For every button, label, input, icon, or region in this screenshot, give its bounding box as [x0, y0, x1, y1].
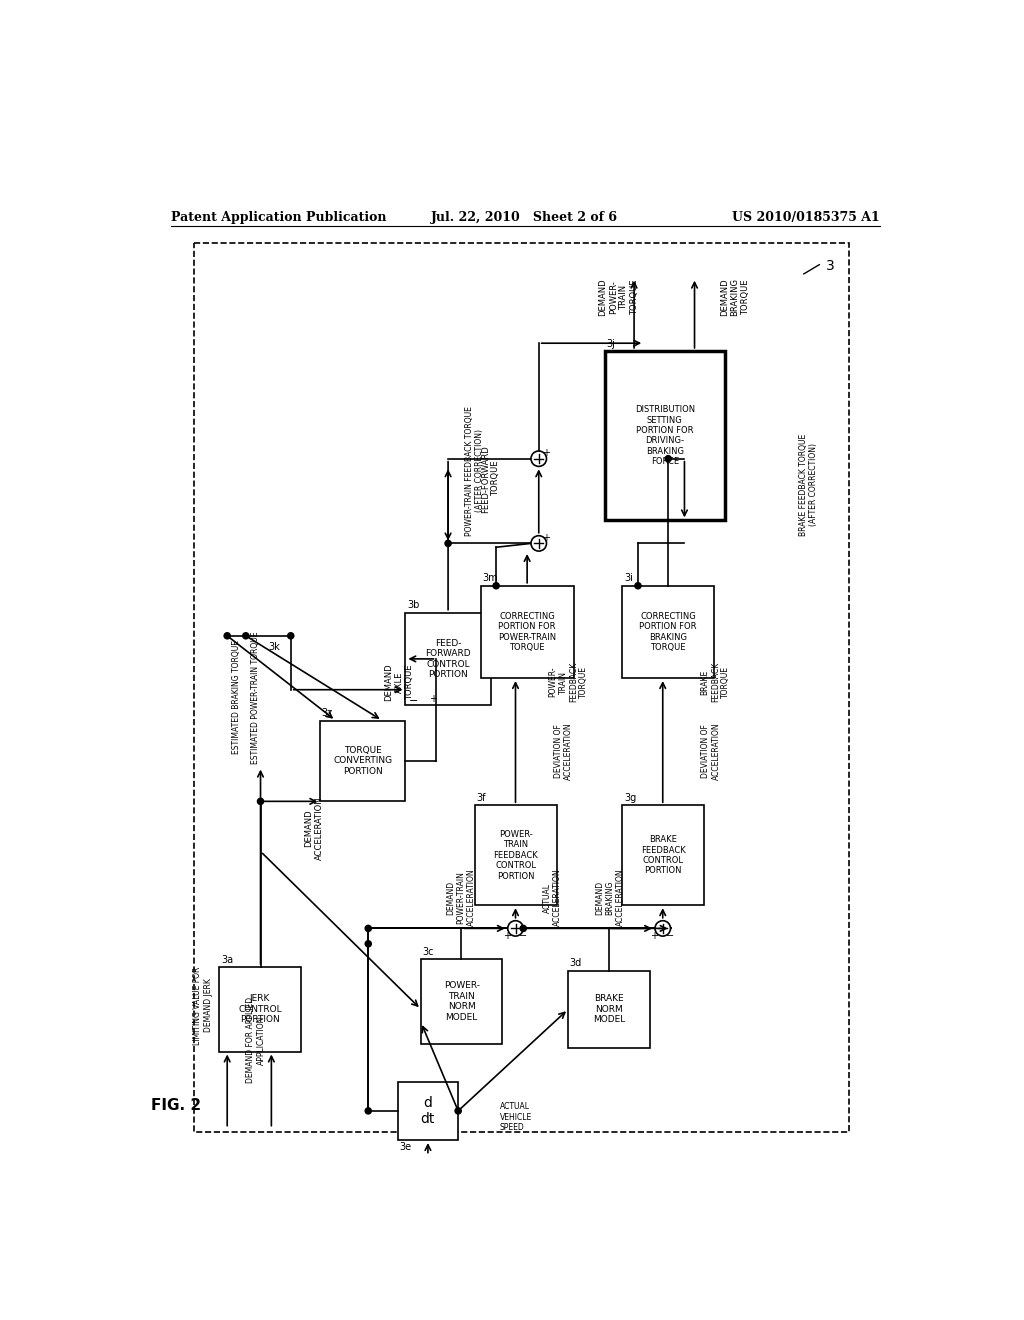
- Text: Jul. 22, 2010   Sheet 2 of 6: Jul. 22, 2010 Sheet 2 of 6: [431, 211, 618, 224]
- Circle shape: [455, 1107, 461, 1114]
- Text: 3g: 3g: [624, 793, 636, 803]
- Text: BRAKE FEEDBACK TORQUE
(AFTER CORRECTION): BRAKE FEEDBACK TORQUE (AFTER CORRECTION): [799, 433, 818, 536]
- Circle shape: [243, 632, 249, 639]
- Text: DEVIATION OF
ACCELERATION: DEVIATION OF ACCELERATION: [701, 722, 721, 780]
- Bar: [321, 721, 406, 801]
- Text: −: −: [518, 932, 526, 941]
- Text: FEED-FORWARD
TORQUE: FEED-FORWARD TORQUE: [481, 445, 501, 512]
- Bar: [623, 586, 714, 678]
- Bar: [397, 1082, 458, 1140]
- Text: DEMAND
POWER-TRAIN
ACCELERATION: DEMAND POWER-TRAIN ACCELERATION: [446, 869, 476, 927]
- Text: ACTUAL
VEHICLE
SPEED: ACTUAL VEHICLE SPEED: [500, 1102, 532, 1133]
- Text: 3j: 3j: [606, 339, 615, 348]
- Text: 3b: 3b: [407, 601, 420, 610]
- Bar: [194, 243, 849, 1133]
- Text: DISTRIBUTION
SETTING
PORTION FOR
DRIVING-
BRAKING
FORCE: DISTRIBUTION SETTING PORTION FOR DRIVING…: [635, 405, 694, 466]
- Text: BRAKE
FEEDBACK
CONTROL
PORTION: BRAKE FEEDBACK CONTROL PORTION: [641, 836, 685, 875]
- Text: −: −: [409, 696, 418, 706]
- Text: d
dt: d dt: [421, 1096, 435, 1126]
- Circle shape: [366, 1107, 372, 1114]
- Text: FEED-
FORWARD
CONTROL
PORTION: FEED- FORWARD CONTROL PORTION: [425, 639, 471, 678]
- Circle shape: [366, 941, 372, 946]
- Circle shape: [257, 799, 263, 804]
- Circle shape: [493, 582, 500, 589]
- Text: −: −: [666, 932, 674, 941]
- Text: 3k: 3k: [268, 643, 280, 652]
- Bar: [623, 805, 703, 906]
- Text: DEMAND
BRAKING
ACCELERATION: DEMAND BRAKING ACCELERATION: [595, 869, 625, 927]
- Circle shape: [655, 921, 671, 936]
- Text: POWER-
TRAIN
FEEDBACK
TORQUE: POWER- TRAIN FEEDBACK TORQUE: [548, 661, 589, 702]
- Bar: [421, 960, 503, 1044]
- Text: 3m: 3m: [482, 573, 498, 583]
- Circle shape: [665, 455, 672, 462]
- Text: +: +: [542, 447, 550, 458]
- Bar: [406, 612, 490, 705]
- Text: CORRECTING
PORTION FOR
BRAKING
TORQUE: CORRECTING PORTION FOR BRAKING TORQUE: [639, 612, 697, 652]
- Text: 3c: 3c: [423, 946, 434, 957]
- Circle shape: [366, 925, 372, 932]
- Text: 3d: 3d: [569, 958, 582, 969]
- Bar: [604, 351, 725, 520]
- Bar: [480, 586, 573, 678]
- Circle shape: [520, 925, 526, 932]
- Text: BRAKE
FEEDBACK
TORQUE: BRAKE FEEDBACK TORQUE: [700, 661, 730, 702]
- Bar: [475, 805, 557, 906]
- Text: DEMAND
BRAKING
TORQUE: DEMAND BRAKING TORQUE: [720, 279, 750, 317]
- Text: POWER-
TRAIN
FEEDBACK
CONTROL
PORTION: POWER- TRAIN FEEDBACK CONTROL PORTION: [494, 830, 539, 880]
- Text: BRAKE
NORM
MODEL: BRAKE NORM MODEL: [593, 994, 625, 1024]
- Text: +: +: [503, 932, 511, 941]
- Circle shape: [531, 536, 547, 552]
- Text: 3f: 3f: [477, 793, 486, 803]
- Text: +: +: [542, 533, 550, 543]
- Text: 3a: 3a: [221, 954, 233, 965]
- Text: DEMAND
ACCELERATION: DEMAND ACCELERATION: [304, 796, 324, 861]
- Text: +: +: [650, 932, 658, 941]
- Text: ESTIMATED POWER-TRAIN TORQUE: ESTIMATED POWER-TRAIN TORQUE: [251, 631, 260, 764]
- Circle shape: [288, 632, 294, 639]
- Text: FIG. 2: FIG. 2: [152, 1098, 202, 1113]
- Text: 3i: 3i: [624, 573, 633, 583]
- Text: POWER-TRAIN FEEDBACK TORQUE
(AFTER CORRECTION): POWER-TRAIN FEEDBACK TORQUE (AFTER CORRE…: [465, 405, 484, 536]
- Text: JERK
CONTROL
PORTION: JERK CONTROL PORTION: [239, 994, 282, 1024]
- Text: DEMAND
POWER-
TRAIN
TORQUE: DEMAND POWER- TRAIN TORQUE: [598, 279, 639, 317]
- Text: 3z: 3z: [322, 709, 333, 718]
- Text: 3: 3: [825, 259, 835, 272]
- Circle shape: [224, 632, 230, 639]
- Circle shape: [445, 540, 452, 546]
- Circle shape: [508, 921, 523, 936]
- Text: DEMAND
AXLE
TORQUE: DEMAND AXLE TORQUE: [384, 663, 414, 701]
- Circle shape: [531, 451, 547, 466]
- Circle shape: [635, 582, 641, 589]
- Text: ACTUAL
ACCELERATION: ACTUAL ACCELERATION: [543, 869, 562, 927]
- Text: LIMITING VALUE FOR
DEMAND JERK: LIMITING VALUE FOR DEMAND JERK: [194, 966, 213, 1044]
- Text: DEVIATION OF
ACCELERATION: DEVIATION OF ACCELERATION: [554, 722, 573, 780]
- Text: DEMAND FOR APPLIED
APPLICATION: DEMAND FOR APPLIED APPLICATION: [246, 997, 265, 1084]
- Text: ESTIMATED BRAKING TORQUE: ESTIMATED BRAKING TORQUE: [232, 640, 241, 755]
- Bar: [219, 966, 301, 1052]
- Text: US 2010/0185375 A1: US 2010/0185375 A1: [732, 211, 880, 224]
- Text: Patent Application Publication: Patent Application Publication: [171, 211, 386, 224]
- Text: TORQUE
CONVERTING
PORTION: TORQUE CONVERTING PORTION: [333, 746, 392, 776]
- Text: CORRECTING
PORTION FOR
POWER-TRAIN
TORQUE: CORRECTING PORTION FOR POWER-TRAIN TORQU…: [498, 612, 556, 652]
- Text: +: +: [429, 693, 436, 704]
- Bar: [568, 970, 649, 1048]
- Text: POWER-
TRAIN
NORM
MODEL: POWER- TRAIN NORM MODEL: [443, 982, 479, 1022]
- Text: 3e: 3e: [399, 1142, 412, 1152]
